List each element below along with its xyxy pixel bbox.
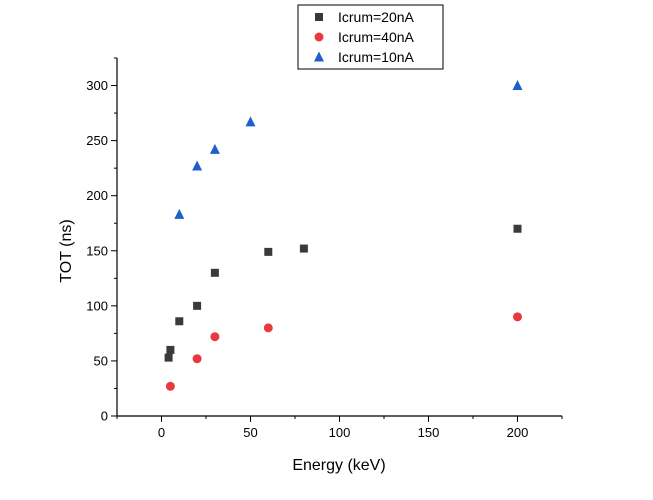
- x-tick-label: 100: [329, 425, 351, 440]
- data-points: [164, 80, 523, 391]
- y-tick-label: 200: [86, 188, 108, 203]
- x-tick-label: 200: [507, 425, 529, 440]
- data-point: [299, 244, 308, 253]
- data-point: [263, 323, 273, 333]
- legend-label: Icrum=40nA: [338, 29, 415, 45]
- data-point: [209, 143, 220, 154]
- data-point: [513, 312, 522, 322]
- data-point: [210, 332, 220, 342]
- x-tick-label: 50: [243, 425, 257, 440]
- y-tick-label: 50: [94, 353, 108, 368]
- axes: [116, 58, 562, 417]
- legend-label: Icrum=10nA: [338, 49, 415, 65]
- data-point: [175, 317, 184, 326]
- data-point: [166, 345, 175, 354]
- data-point: [210, 268, 219, 277]
- y-tick-label: 100: [86, 298, 108, 313]
- series-3: [174, 80, 523, 219]
- data-point: [512, 80, 523, 91]
- legend-label: Icrum=20nA: [338, 9, 415, 25]
- legend-marker: [314, 32, 324, 42]
- x-tick-label: 150: [418, 425, 440, 440]
- data-point: [164, 353, 173, 362]
- series-2: [165, 312, 522, 391]
- data-point: [165, 381, 175, 391]
- series-1: [164, 224, 522, 362]
- y-tick-label: 300: [86, 78, 108, 93]
- y-tick-label: 250: [86, 133, 108, 148]
- legend: Icrum=20nA Icrum=40nA Icrum=10nA: [297, 4, 444, 70]
- y-axis-title: TOT (ns): [58, 219, 75, 282]
- data-point: [513, 224, 522, 233]
- x-ticks: 0 50 100 150 200: [116, 416, 563, 440]
- legend-marker: [315, 13, 323, 21]
- data-point: [193, 301, 202, 310]
- data-point: [245, 116, 256, 127]
- data-point: [192, 354, 202, 364]
- data-point: [192, 160, 203, 171]
- x-axis-title: Energy (keV): [292, 457, 385, 474]
- data-point: [264, 247, 273, 256]
- y-tick-label: 0: [101, 409, 108, 424]
- data-point: [174, 208, 185, 219]
- y-ticks: 0 50 100 150 200 250 300: [86, 57, 117, 424]
- y-tick-label: 150: [86, 243, 108, 258]
- legend-marker: [314, 51, 324, 62]
- x-tick-label: 0: [158, 425, 165, 440]
